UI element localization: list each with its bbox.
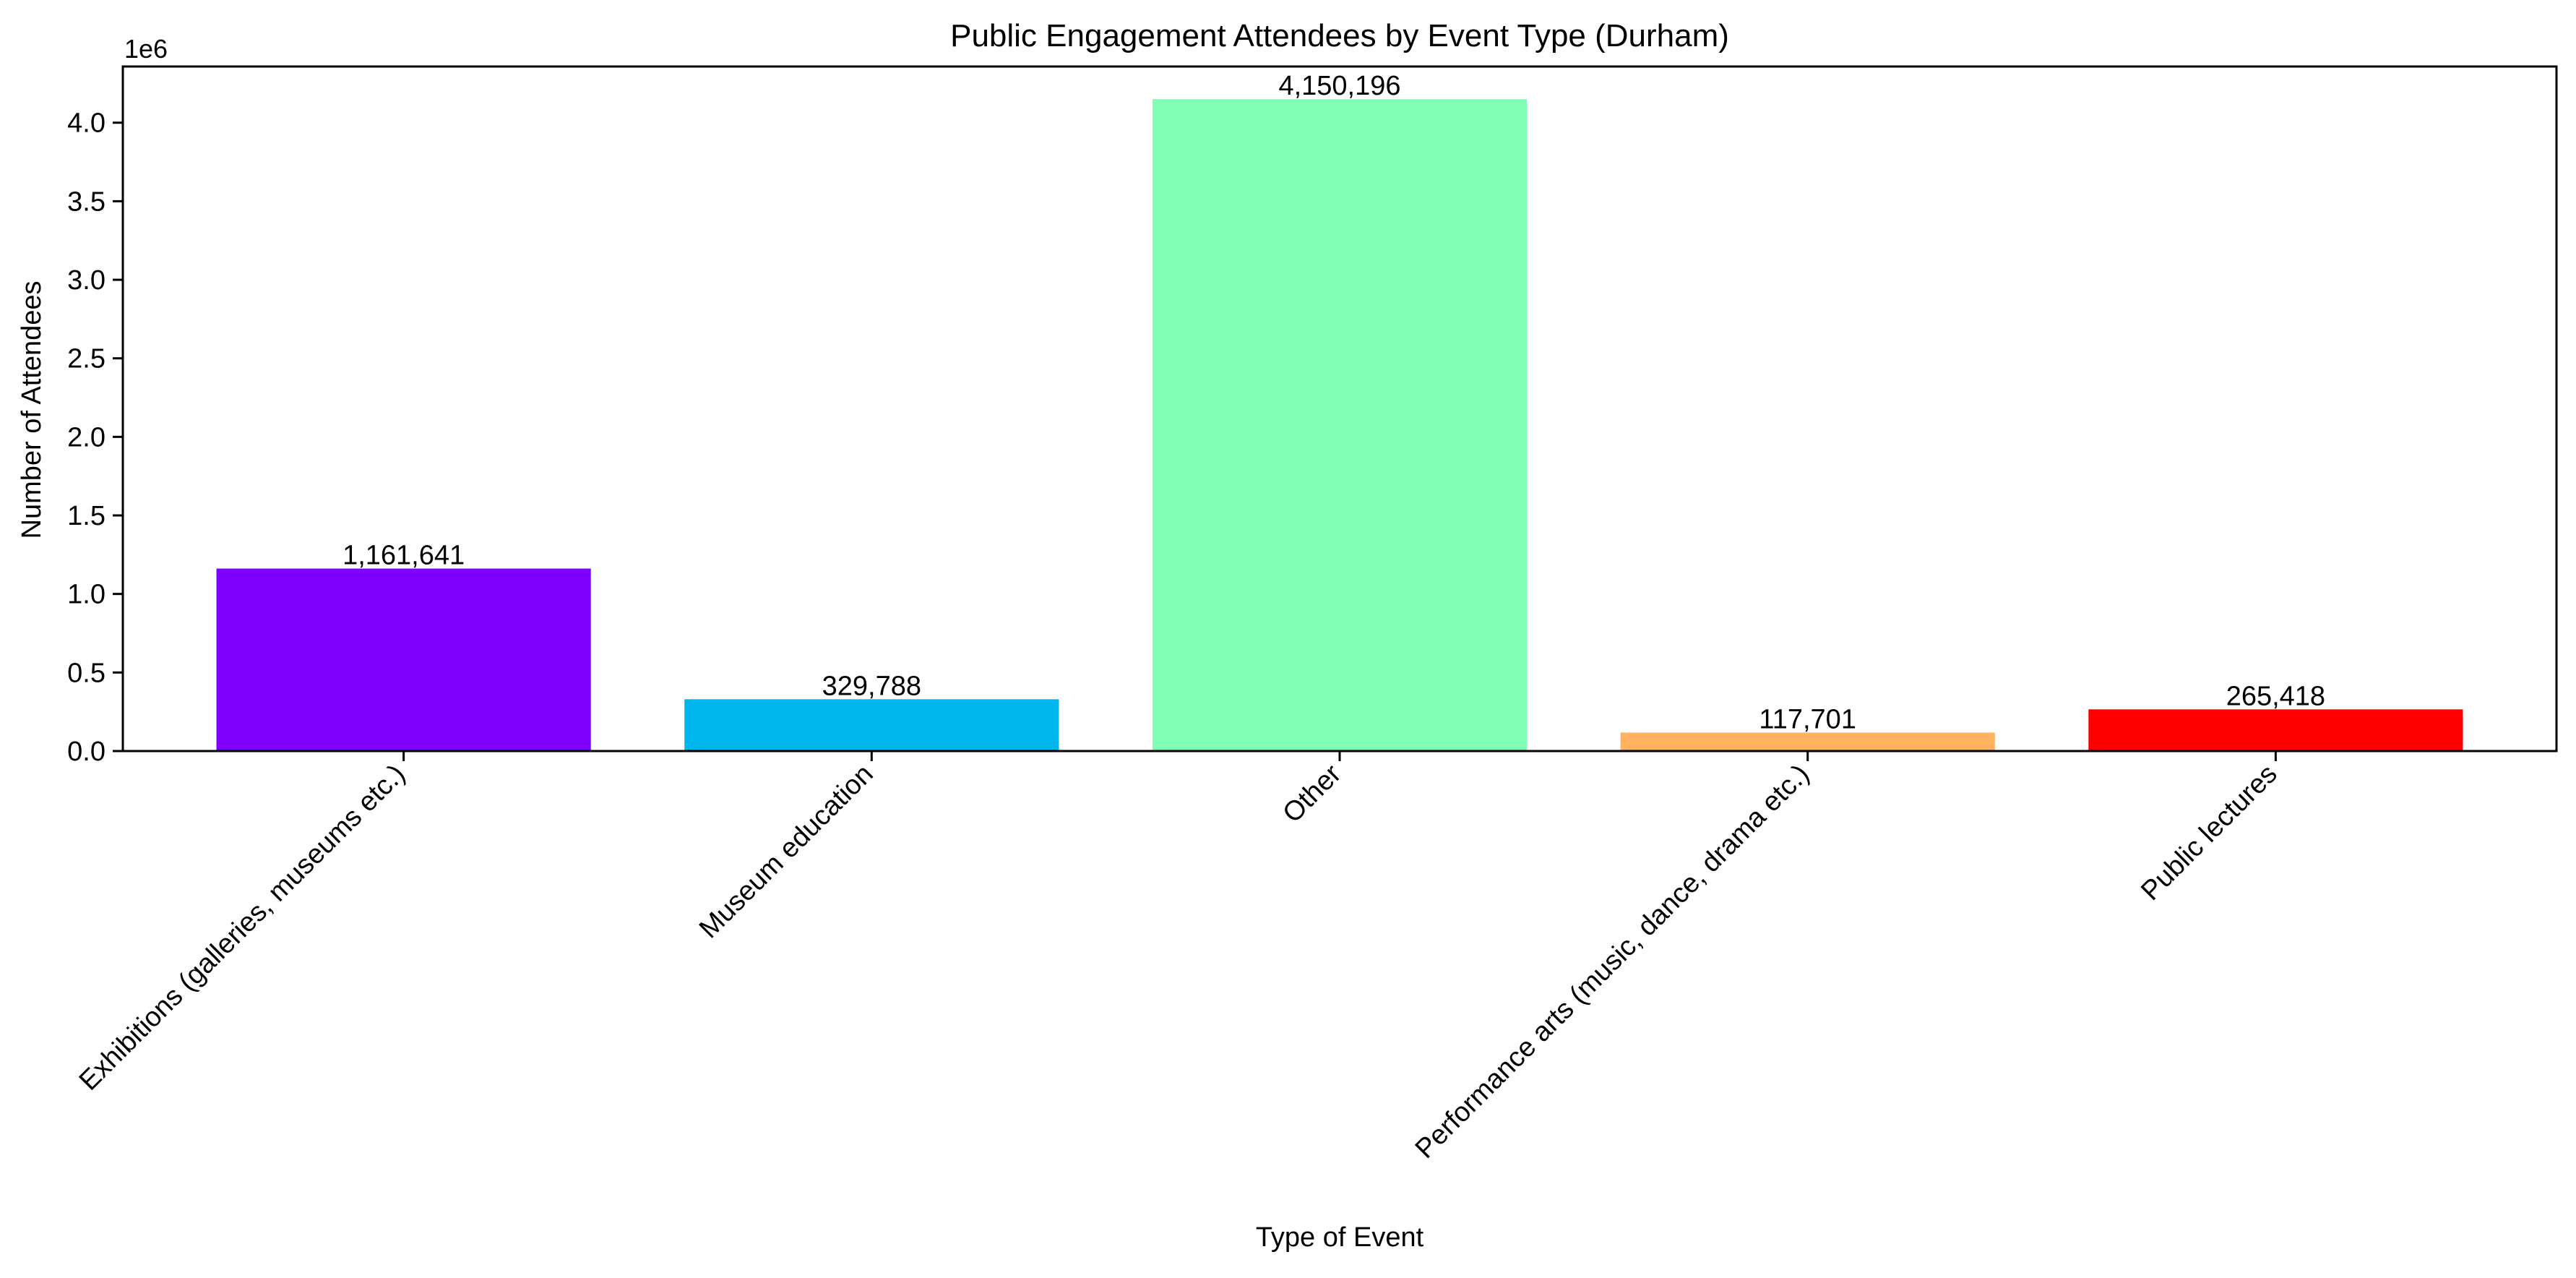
y-tick-label-8: 4.0 bbox=[67, 108, 105, 139]
x-tick-label-4: Public lectures bbox=[2135, 759, 2283, 906]
bar-4 bbox=[2088, 709, 2463, 751]
x-axis-ticks: Exhibitions (galleries, museums etc.) Mus… bbox=[74, 751, 2283, 1165]
y-tick-label-5: 2.5 bbox=[67, 344, 105, 374]
bar-3 bbox=[1620, 732, 1995, 751]
bar-0 bbox=[216, 568, 591, 751]
x-tick-label-2: Other bbox=[1277, 758, 1347, 828]
bars-group bbox=[216, 99, 2463, 751]
x-tick-label-3: Performance arts (music, dance, drama et… bbox=[1410, 759, 1815, 1165]
y-tick-label-0: 0.0 bbox=[67, 737, 105, 767]
y-tick-label-7: 3.5 bbox=[67, 186, 105, 217]
value-labels-group: 1,161,641 329,788 4,150,196 117,701 265,418 bbox=[343, 71, 2325, 734]
y-tick-label-2: 1.0 bbox=[67, 580, 105, 610]
data-label-3: 117,701 bbox=[1759, 704, 1856, 734]
x-axis-label: Type of Event bbox=[1256, 1222, 1424, 1253]
y-tick-label-4: 2.0 bbox=[67, 422, 105, 453]
bar-2 bbox=[1152, 99, 1528, 751]
y-tick-label-1: 0.5 bbox=[67, 658, 105, 688]
data-label-2: 4,150,196 bbox=[1278, 71, 1400, 101]
y-tick-label-3: 1.5 bbox=[67, 501, 105, 531]
y-tick-label-6: 3.0 bbox=[67, 265, 105, 296]
data-label-4: 265,418 bbox=[2226, 681, 2325, 711]
y-axis-scale-label: 1e6 bbox=[124, 34, 168, 64]
x-tick-label-1: Museum education bbox=[694, 759, 879, 945]
x-tick-label-0: Exhibitions (galleries, museums etc.) bbox=[74, 759, 411, 1097]
y-axis-ticks: 0.0 0.5 1.0 1.5 2.0 2.5 3.0 3.5 4.0 bbox=[67, 108, 123, 767]
bar-1 bbox=[684, 699, 1059, 751]
data-label-0: 1,161,641 bbox=[343, 541, 465, 571]
chart-title: Public Engagement Attendees by Event Typ… bbox=[950, 18, 1729, 53]
plot-area-frame bbox=[121, 65, 2558, 752]
data-label-1: 329,788 bbox=[822, 671, 921, 701]
y-axis-label: Number of Attendees bbox=[17, 281, 47, 539]
